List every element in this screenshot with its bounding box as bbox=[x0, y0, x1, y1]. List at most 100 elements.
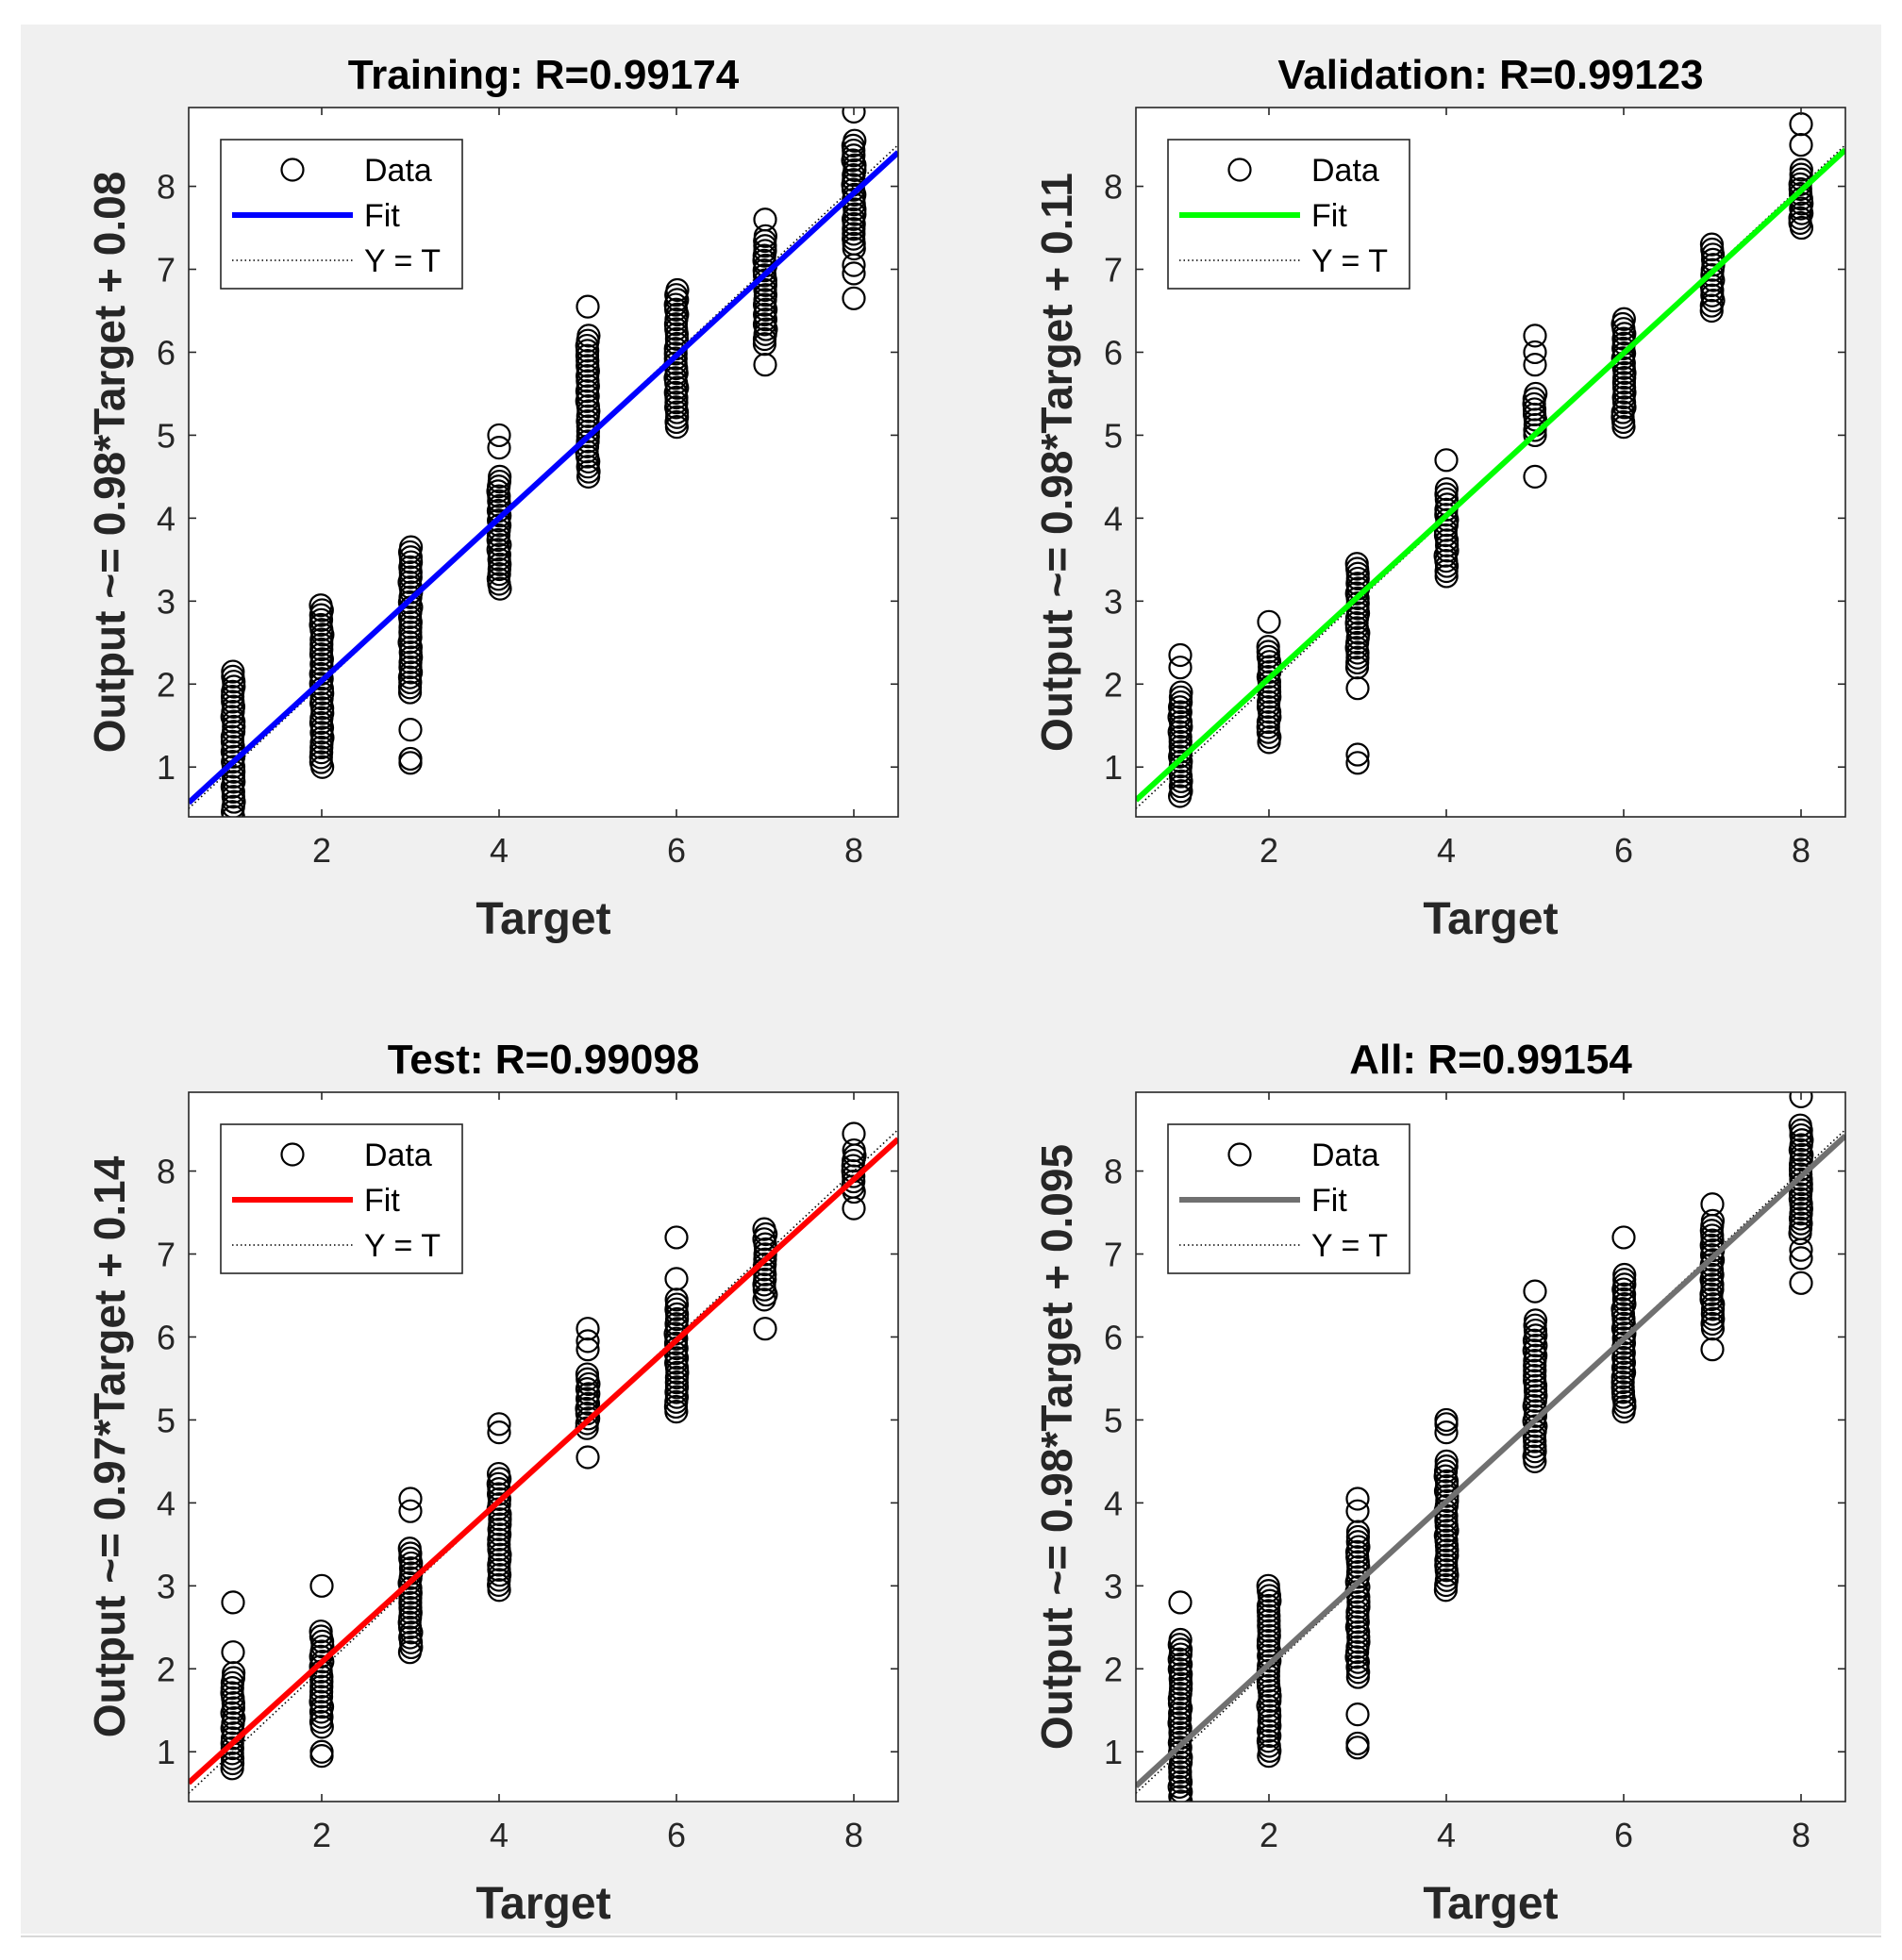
y-axis-label: Output ~= 0.98*Target + 0.095 bbox=[1032, 1144, 1081, 1750]
data-point-marker bbox=[665, 277, 690, 303]
data-point-marker bbox=[487, 1532, 511, 1557]
y-tick-label: 7 bbox=[157, 251, 175, 290]
y-axis-label: Output ~= 0.98*Target + 0.08 bbox=[85, 172, 134, 754]
y-tick-label: 1 bbox=[1104, 748, 1123, 787]
data-point-marker bbox=[576, 324, 601, 348]
data-point-marker bbox=[1256, 635, 1280, 659]
data-point-marker bbox=[1700, 1208, 1726, 1233]
y-tick-label: 4 bbox=[1104, 499, 1123, 538]
y-tick-label: 5 bbox=[157, 416, 175, 455]
data-point-marker bbox=[753, 1267, 777, 1292]
axes-border bbox=[1135, 1091, 1846, 1802]
plot-content bbox=[189, 1121, 898, 1794]
data-point-outlier-marker bbox=[1611, 1225, 1636, 1250]
y-axis-label: Output ~= 0.97*Target + 0.14 bbox=[85, 1155, 134, 1737]
data-point-outlier-marker bbox=[1345, 742, 1370, 767]
data-point-outlier-marker bbox=[1345, 1487, 1370, 1511]
data-point-marker bbox=[1345, 566, 1370, 591]
subplot-2: 2 4 6 8 1 2 3 4 5 6 7 8 Validation: R=0.99123 Target O… bbox=[1032, 52, 1846, 944]
legend-data-marker bbox=[280, 1142, 305, 1167]
plot-content bbox=[189, 108, 898, 817]
data-point-marker bbox=[221, 805, 245, 817]
data-point-marker bbox=[221, 664, 245, 689]
y-tick-label: 1 bbox=[157, 1733, 175, 1771]
legend: Data Fit Y = T bbox=[1167, 139, 1410, 290]
data-point-marker bbox=[1345, 1524, 1371, 1550]
data-point-marker bbox=[309, 1619, 333, 1644]
y-tick-label: 4 bbox=[1104, 1484, 1123, 1522]
data-point-outlier-marker bbox=[1345, 1703, 1370, 1727]
x-tick-label: 2 bbox=[1260, 831, 1278, 870]
data-point-marker bbox=[1699, 232, 1725, 257]
data-point-outlier-marker bbox=[664, 1225, 689, 1250]
data-point-outlier-marker bbox=[398, 1499, 423, 1523]
data-point-marker bbox=[1610, 1375, 1635, 1400]
y-tick-label: 8 bbox=[157, 168, 175, 207]
data-point-marker bbox=[1434, 1449, 1459, 1473]
data-point-outlier-marker bbox=[576, 1329, 600, 1354]
data-point-marker bbox=[1168, 1627, 1193, 1653]
data-point-outlier-marker bbox=[1345, 676, 1370, 701]
y-tick-label: 3 bbox=[157, 1567, 175, 1605]
data-point-outlier-marker bbox=[1168, 656, 1193, 680]
axes-border bbox=[188, 1091, 899, 1802]
axes-border bbox=[1135, 107, 1846, 818]
x-axis-label: Target bbox=[476, 894, 610, 944]
x-tick-label: 4 bbox=[490, 1816, 509, 1854]
data-point-marker bbox=[1523, 1369, 1547, 1393]
legend-fit-label: Fit bbox=[1311, 198, 1347, 234]
data-point-marker bbox=[222, 714, 246, 739]
data-point-marker bbox=[842, 222, 866, 246]
data-point-outlier-marker bbox=[753, 208, 777, 232]
data-point-outlier-marker bbox=[1434, 1407, 1459, 1433]
data-point-outlier-marker bbox=[576, 294, 600, 319]
data-point-outlier-marker bbox=[753, 353, 777, 377]
x-tick-label: 4 bbox=[1437, 831, 1456, 870]
identity-line bbox=[1136, 1128, 1845, 1794]
y-tick-label: 7 bbox=[1104, 251, 1123, 290]
data-point-marker bbox=[1346, 1595, 1371, 1619]
legend-fit-label: Fit bbox=[364, 198, 400, 234]
y-tick-label: 8 bbox=[157, 1153, 175, 1191]
x-tick-label: 8 bbox=[1792, 1816, 1810, 1854]
data-markers bbox=[220, 1121, 867, 1781]
data-point-outlier-marker bbox=[842, 1196, 866, 1221]
data-point-outlier-marker bbox=[1789, 1092, 1813, 1108]
data-point-marker bbox=[843, 202, 867, 226]
data-point-outlier-marker bbox=[221, 1640, 245, 1665]
y-tick-label: 7 bbox=[1104, 1236, 1123, 1274]
x-tick-label: 2 bbox=[312, 831, 331, 870]
x-tick-label: 6 bbox=[667, 831, 686, 870]
data-point-outlier-marker bbox=[576, 1445, 600, 1470]
data-point-outlier-marker bbox=[842, 1121, 866, 1146]
data-point-marker bbox=[575, 1362, 600, 1387]
data-point-outlier-marker bbox=[1789, 1246, 1813, 1271]
data-point-marker bbox=[1699, 298, 1724, 324]
data-point-marker bbox=[221, 659, 245, 684]
x-tick-label: 4 bbox=[490, 831, 509, 870]
data-point-outlier-marker bbox=[398, 1487, 423, 1511]
y-tick-label: 3 bbox=[1104, 1567, 1123, 1605]
data-point-outlier-marker bbox=[221, 1590, 245, 1615]
y-tick-label: 1 bbox=[1104, 1733, 1123, 1771]
data-point-outlier-marker bbox=[398, 746, 423, 772]
y-tick-label: 7 bbox=[157, 1236, 175, 1274]
data-point-marker bbox=[309, 1669, 334, 1694]
data-point-outlier-marker bbox=[1434, 1420, 1459, 1445]
y-tick-label: 2 bbox=[157, 1650, 175, 1688]
x-tick-label: 6 bbox=[1614, 831, 1633, 870]
plot-content bbox=[1136, 1092, 1845, 1802]
data-point-marker bbox=[576, 424, 600, 449]
data-point-marker bbox=[397, 680, 423, 705]
data-point-outlier-marker bbox=[487, 436, 511, 460]
data-point-outlier-marker bbox=[842, 286, 866, 310]
data-point-outlier-marker bbox=[1168, 642, 1193, 668]
data-point-outlier-marker bbox=[1168, 1590, 1193, 1615]
data-point-marker bbox=[1700, 283, 1725, 307]
data-point-marker bbox=[1523, 1379, 1548, 1404]
legend-data-label: Data bbox=[364, 153, 432, 189]
legend-data-label: Data bbox=[364, 1138, 432, 1173]
data-point-marker bbox=[663, 341, 688, 366]
data-point-marker bbox=[1344, 552, 1369, 576]
legend-identity-label: Y = T bbox=[1311, 243, 1388, 279]
